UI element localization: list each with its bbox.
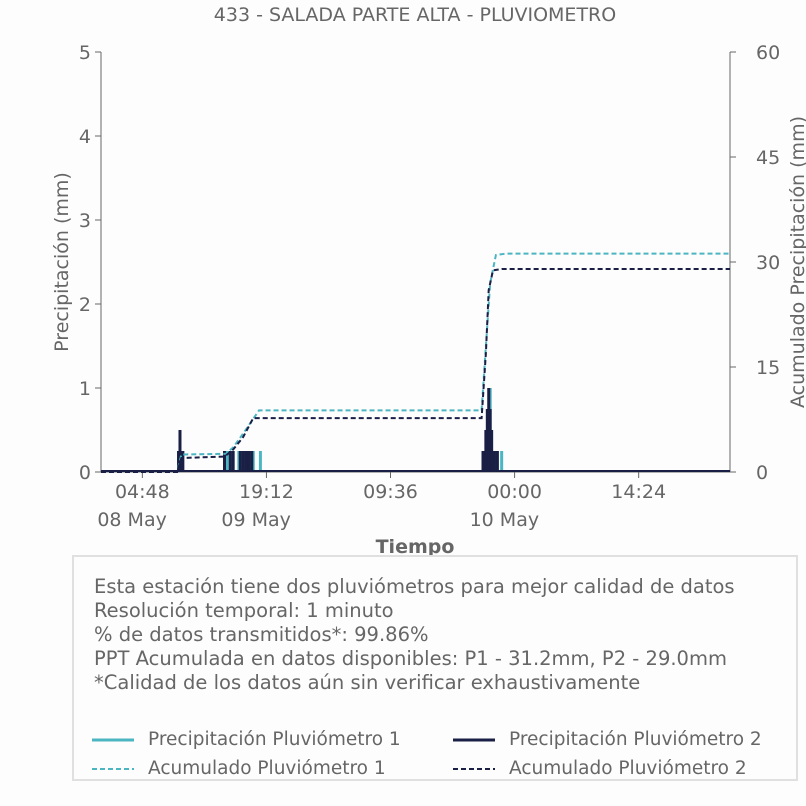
y2-tick-label: 30 [756, 252, 780, 274]
y-tick-label: 3 [79, 210, 91, 232]
legend-item-accum-1: Acumulado Pluviómetro 1 [92, 758, 386, 779]
legend-swatch [92, 738, 134, 741]
x-tick-label: 14:24 [611, 481, 666, 503]
legend-label: Precipitación Pluviómetro 2 [509, 729, 762, 750]
legend-item-precip-2: Precipitación Pluviómetro 2 [453, 729, 762, 750]
info-lines: Esta estación tiene dos pluviómetros par… [94, 575, 735, 695]
x-date-label: 08 May [97, 509, 167, 531]
accumulated-line-1 [101, 252, 730, 473]
y2-tick-label: 60 [756, 42, 780, 64]
y-tick-label: 4 [79, 126, 91, 148]
x-tick-label: 04:48 [115, 481, 170, 503]
legend-item-accum-2: Acumulado Pluviómetro 2 [453, 758, 747, 779]
info-line-quality-note: *Calidad de los datos aún sin verificar … [94, 671, 641, 694]
chart-title: 433 - SALADA PARTE ALTA - PLUVIOMETRO [214, 4, 616, 26]
info-line-transmitted: % de datos transmitidos*: 99.86% [94, 623, 429, 646]
x-axis-label: Tiempo [376, 536, 455, 558]
info-line-stations: Esta estación tiene dos pluviómetros par… [94, 575, 735, 598]
y-tick-label: 1 [79, 378, 91, 400]
legend-item-precip-1: Precipitación Pluviómetro 1 [92, 729, 401, 750]
x-date-label: 10 May [470, 509, 540, 531]
x-tick-label: 19:12 [239, 481, 294, 503]
y2-tick-label: 15 [756, 357, 780, 379]
x-tick-label: 09:36 [363, 481, 418, 503]
y2-axis-label: Acumulado Precipitación (mm) [787, 116, 806, 408]
info-box: Esta estación tiene dos pluviómetros par… [72, 555, 798, 781]
rainfall-chart: 433 - SALADA PARTE ALTA - PLUVIOMETRO 0 1… [51, 4, 806, 558]
x-tick-label: 00:00 [487, 481, 542, 503]
y-axis-label: Precipitación (mm) [51, 172, 73, 352]
legend-swatch [453, 738, 495, 741]
legend-swatch [453, 767, 495, 770]
y-tick-label: 0 [79, 462, 91, 484]
legend-label: Acumulado Pluviómetro 1 [148, 758, 386, 779]
y-tick-label: 5 [79, 42, 91, 64]
legend-swatch [92, 767, 134, 770]
y-tick-label: 2 [79, 294, 91, 316]
legend-label: Precipitación Pluviómetro 1 [148, 729, 401, 750]
x-date-label: 09 May [221, 509, 290, 531]
y2-tick-label: 0 [756, 462, 768, 484]
accumulated-line-2 [101, 268, 730, 473]
info-line-accumulated: PPT Acumulada en datos disponibles: P1 -… [94, 647, 727, 670]
info-line-resolution: Resolución temporal: 1 minuto [94, 599, 394, 622]
y2-tick-label: 45 [756, 147, 780, 169]
legend-label: Acumulado Pluviómetro 2 [509, 758, 747, 779]
